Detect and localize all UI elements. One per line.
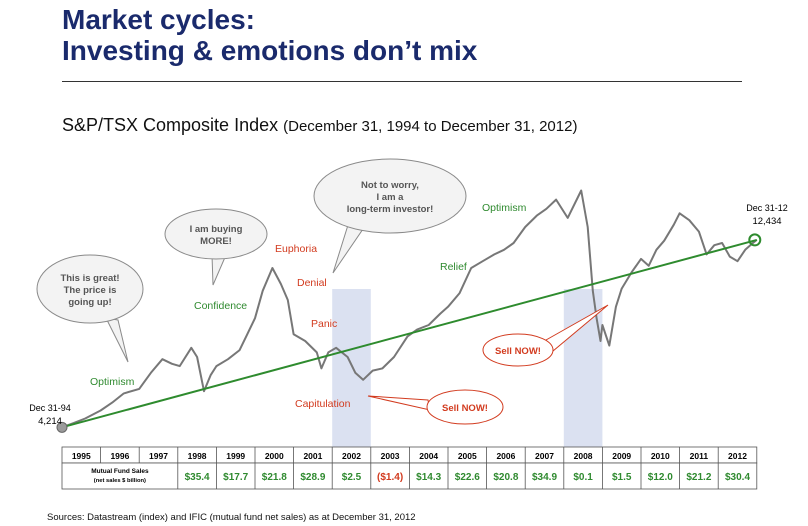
annotation-confidence: Confidence [194, 300, 247, 312]
bubble-text-this-is-great-1: This is great! [60, 273, 119, 284]
year-label-1998: 1998 [188, 451, 207, 461]
year-label-2012: 2012 [728, 451, 747, 461]
start-value-label: 4,214 [38, 416, 62, 427]
end-value-label: 12,434 [752, 216, 781, 227]
fund-sales-2010: $12.0 [648, 472, 673, 483]
annotation-euphoria: Euphoria [275, 243, 317, 255]
bubble-buying-more [164, 208, 268, 260]
fund-sales-2003: ($1.4) [377, 472, 403, 483]
year-label-2007: 2007 [535, 451, 554, 461]
fund-sales-1999: $17.7 [223, 472, 248, 483]
row-label-line-2: (net sales $ billion) [94, 478, 146, 484]
bubble-tail-long-term [332, 224, 364, 274]
row-label-line-1: Mutual Fund Sales [91, 468, 149, 475]
fund-sales-2000: $21.8 [262, 472, 287, 483]
fund-sales-2012: $30.4 [725, 472, 750, 483]
year-label-2011: 2011 [690, 451, 709, 461]
bubble-text-this-is-great-2: The price is [64, 285, 117, 296]
bubble-tail-sell-now-2 [367, 395, 431, 411]
title-line-2: Investing & emotions don’t mix [62, 35, 478, 66]
bubble-this-is-great [36, 254, 144, 324]
bubble-text-buying-more-1: I am buying [190, 224, 243, 235]
start-marker [56, 421, 68, 433]
year-label-1995: 1995 [72, 451, 91, 461]
fund-sales-2008: $0.1 [573, 472, 593, 483]
fund-sales-2005: $22.6 [455, 472, 480, 483]
annotation-capitulation: Capitulation [295, 398, 351, 410]
title-line-1: Market cycles: [62, 4, 256, 35]
bubble-text-sell-now-1-1: Sell NOW! [495, 346, 541, 357]
page-title: Market cycles: Investing & emotions don’… [62, 4, 477, 66]
year-label-2008: 2008 [574, 451, 593, 461]
year-label-2003: 2003 [381, 451, 400, 461]
year-label-2009: 2009 [612, 451, 631, 461]
chart-title: S&P/TSX Composite Index (December 31, 19… [62, 115, 577, 136]
year-label-2006: 2006 [496, 451, 515, 461]
bubble-text-this-is-great-3: going up! [68, 297, 111, 308]
year-label-2004: 2004 [419, 451, 438, 461]
year-label-1999: 1999 [226, 451, 245, 461]
annotation-relief: Relief [440, 261, 467, 273]
bubble-text-long-term-1: Not to worry, [361, 180, 419, 191]
index-line [61, 189, 758, 429]
fund-sales-2006: $20.8 [493, 472, 518, 483]
end-marker [748, 233, 762, 247]
bubble-long-term [313, 158, 467, 234]
bubble-tail-this-is-great [105, 317, 129, 363]
year-label-1996: 1996 [110, 451, 129, 461]
source-footnote: Sources: Datastream (index) and IFIC (mu… [47, 512, 416, 523]
start-date-label: Dec 31-94 [29, 403, 71, 413]
bubble-sell-now-1 [482, 333, 554, 367]
fund-sales-2004: $14.3 [416, 472, 441, 483]
fund-sales-2001: $28.9 [300, 472, 325, 483]
shaded-period-1 [332, 289, 371, 455]
bubble-text-buying-more-2: MORE! [200, 236, 232, 247]
year-label-2002: 2002 [342, 451, 361, 461]
chart-title-main: S&P/TSX Composite Index [62, 115, 279, 135]
chart-title-subtitle: (December 31, 1994 to December 31, 2012) [283, 118, 578, 135]
fund-sales-2002: $2.5 [342, 472, 362, 483]
annotation-panic: Panic [311, 318, 337, 330]
annotation-optimism-2: Optimism [482, 202, 527, 214]
bubble-text-long-term-2: I am a [377, 192, 405, 203]
year-label-1997: 1997 [149, 451, 168, 461]
fund-sales-1998: $35.4 [185, 472, 210, 483]
year-label-2010: 2010 [651, 451, 670, 461]
title-divider [62, 81, 742, 82]
year-label-2005: 2005 [458, 451, 477, 461]
bubble-tail-buying-more [211, 254, 227, 286]
year-label-2001: 2001 [303, 451, 322, 461]
bubble-text-long-term-3: long-term investor! [347, 204, 434, 215]
bubble-text-sell-now-2-1: Sell NOW! [442, 403, 488, 414]
annotation-denial: Denial [297, 277, 327, 289]
bubble-sell-now-2 [426, 389, 504, 425]
year-label-2000: 2000 [265, 451, 284, 461]
end-date-label: Dec 31-12 [746, 203, 788, 213]
annotation-optimism-1: Optimism [90, 376, 135, 388]
fund-sales-2007: $34.9 [532, 472, 557, 483]
fund-sales-2009: $1.5 [612, 472, 632, 483]
fund-sales-2011: $21.2 [686, 472, 711, 483]
trend-line [61, 238, 758, 429]
